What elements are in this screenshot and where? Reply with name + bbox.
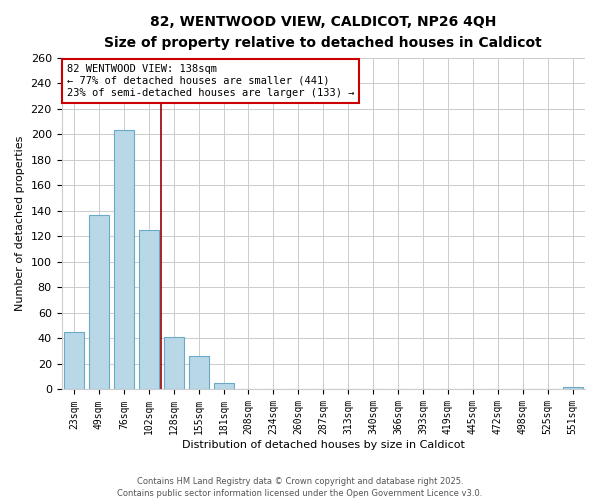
Title: 82, WENTWOOD VIEW, CALDICOT, NP26 4QH
Size of property relative to detached hous: 82, WENTWOOD VIEW, CALDICOT, NP26 4QH Si… bbox=[104, 15, 542, 50]
Bar bbox=[89, 214, 109, 390]
Bar bbox=[188, 356, 209, 390]
Bar bbox=[64, 332, 84, 390]
Bar bbox=[114, 130, 134, 390]
Bar bbox=[139, 230, 159, 390]
Bar bbox=[164, 337, 184, 390]
Text: 82 WENTWOOD VIEW: 138sqm
← 77% of detached houses are smaller (441)
23% of semi-: 82 WENTWOOD VIEW: 138sqm ← 77% of detach… bbox=[67, 64, 354, 98]
Bar bbox=[563, 387, 583, 390]
Y-axis label: Number of detached properties: Number of detached properties bbox=[15, 136, 25, 312]
Bar bbox=[214, 383, 233, 390]
X-axis label: Distribution of detached houses by size in Caldicot: Distribution of detached houses by size … bbox=[182, 440, 465, 450]
Text: Contains HM Land Registry data © Crown copyright and database right 2025.
Contai: Contains HM Land Registry data © Crown c… bbox=[118, 476, 482, 498]
